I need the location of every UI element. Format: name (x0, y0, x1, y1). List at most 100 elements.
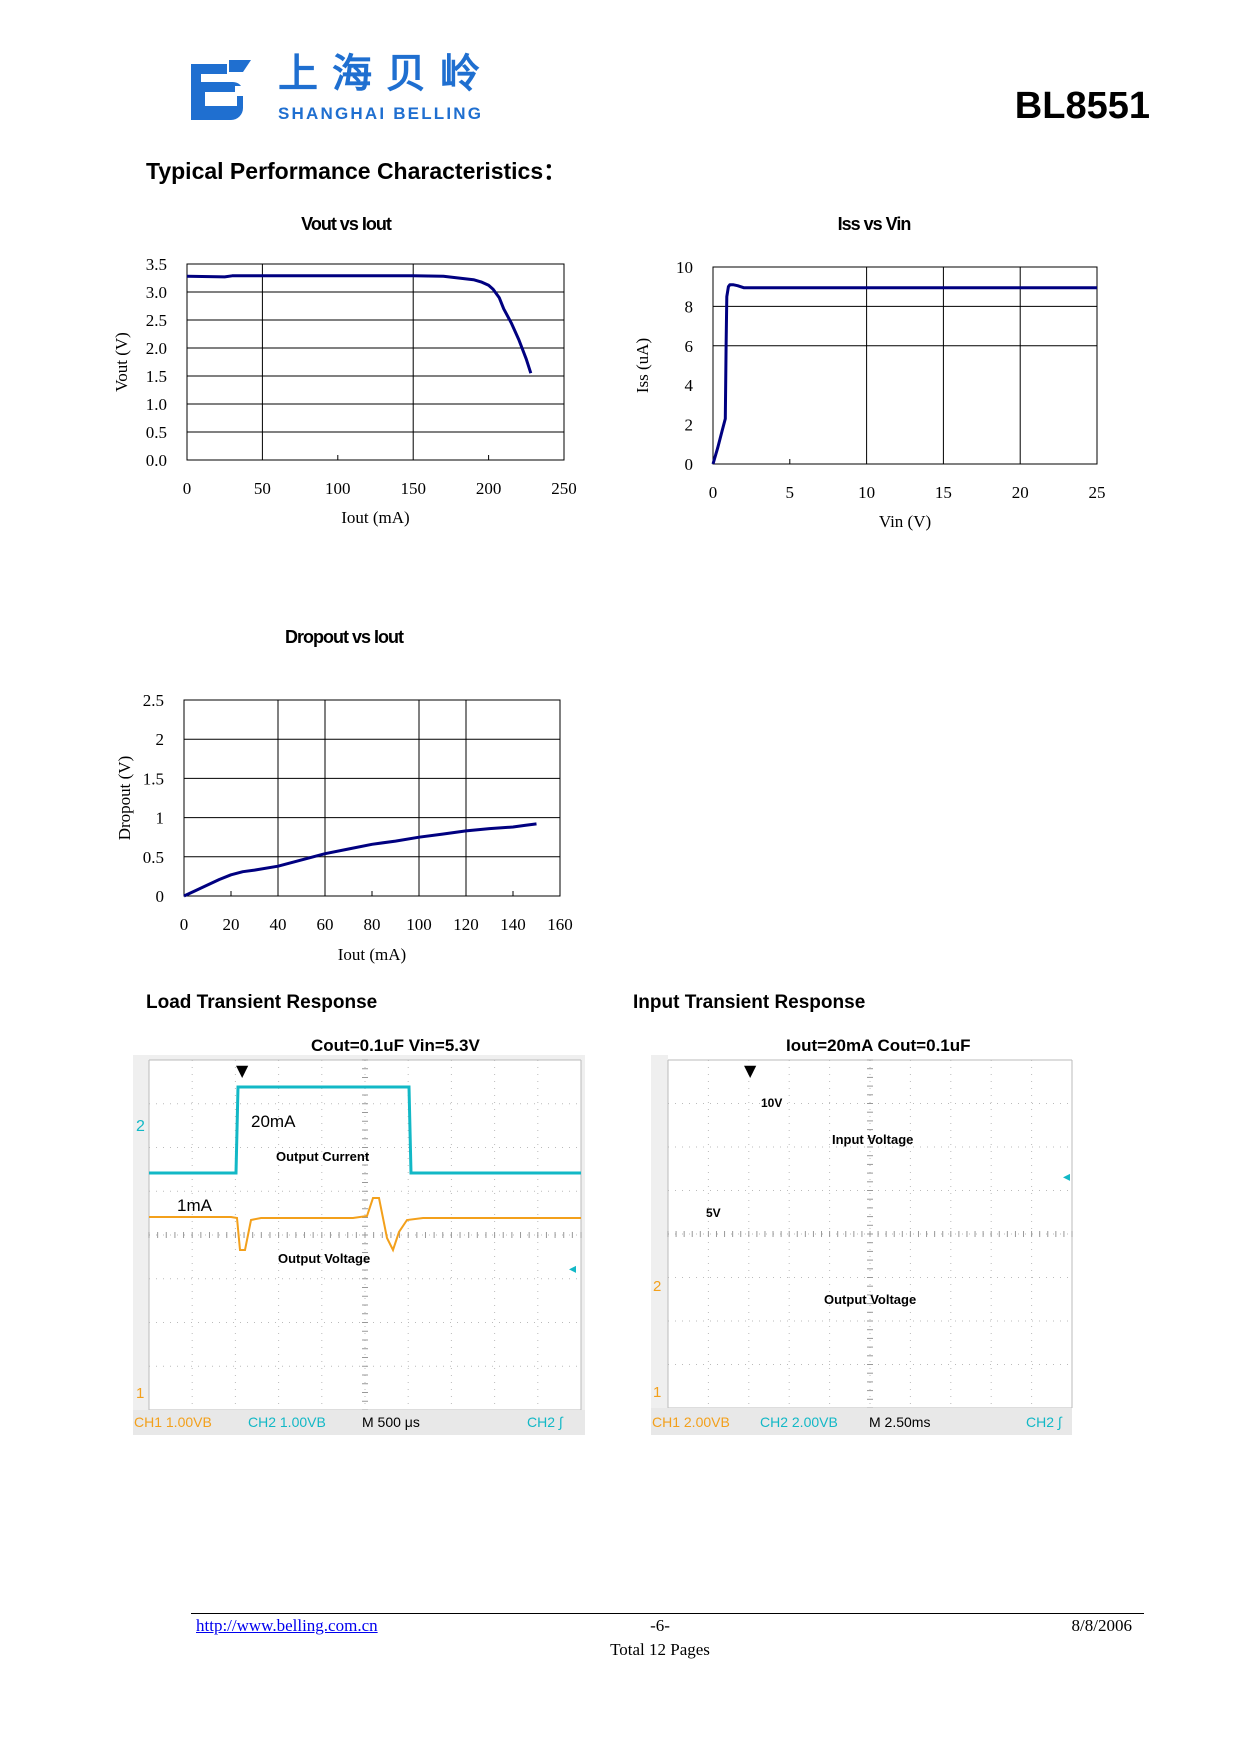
plot-area (183, 699, 561, 897)
y-tick-label: 0.5 (146, 423, 167, 442)
y-axis-label: Vout (V) (112, 332, 131, 392)
ch2-readout: CH2 1.00VB (248, 1414, 326, 1430)
load-transient-scope: ▼ ◂ (133, 1055, 585, 1435)
publish-date: 8/8/2006 (1071, 1616, 1132, 1635)
load-transient-title: Cout=0.1uF Vin=5.3V (311, 1036, 480, 1055)
x-axis-label: Vin (V) (879, 512, 931, 531)
load-transient-heading: Load Transient Response (146, 992, 378, 1013)
x-tick-label: 100 (406, 915, 432, 934)
input-transient-scope: ▼ ◂ (651, 1055, 1079, 1450)
input-low-label: 5V (706, 1206, 721, 1220)
plot-area (186, 263, 565, 461)
ch1-marker: 1 (653, 1384, 662, 1401)
ch2-marker: 2 (136, 1118, 145, 1135)
y-tick-label: 6 (685, 337, 694, 356)
x-tick-label: 40 (270, 915, 287, 934)
x-axis-label: Iout (mA) (338, 945, 406, 964)
ch1-readout: CH1 1.00VB (134, 1414, 212, 1430)
company-logo (185, 56, 263, 127)
x-tick-label: 20 (223, 915, 240, 934)
y-tick-label: 2.5 (143, 691, 164, 710)
scope-grid (148, 1059, 582, 1411)
footer-divider (191, 1613, 1144, 1614)
y-tick-label: 0 (685, 455, 694, 474)
timebase-readout: M 500 μs (362, 1414, 420, 1430)
ch2-marker: 2 (653, 1278, 662, 1295)
current-high-label: 20mA (251, 1112, 296, 1131)
x-tick-label: 10 (858, 483, 875, 502)
cursor-arrow-icon: ◂ (1063, 1169, 1070, 1185)
y-axis-label: Dropout (V) (115, 756, 134, 841)
trigger-marker-icon: ▼ (744, 1061, 757, 1080)
y-tick-label: 1.0 (146, 395, 167, 414)
current-low-label: 1mA (177, 1196, 212, 1215)
y-tick-label: 2.0 (146, 339, 167, 358)
y-tick-label: 1 (156, 809, 165, 828)
series-line (186, 274, 533, 374)
x-tick-label: 120 (453, 915, 479, 934)
series-line (183, 822, 537, 898)
output-current-label: Output Current (276, 1149, 370, 1164)
logo-chinese-name: 上海贝岭 (278, 51, 494, 97)
input-transient-heading: Input Transient Response (633, 992, 866, 1013)
x-tick-label: 20 (1012, 483, 1029, 502)
y-tick-label: 1.5 (146, 367, 167, 386)
y-tick-label: 2.5 (146, 311, 167, 330)
output-voltage-label: Output Voltage (278, 1251, 371, 1266)
x-tick-label: 80 (364, 915, 381, 934)
x-tick-label: 0 (180, 915, 189, 934)
y-tick-label: 2 (685, 416, 694, 435)
y-tick-label: 0 (156, 887, 165, 906)
plot-area (712, 266, 1098, 465)
logo-english-name: SHANGHAI BELLING (278, 104, 484, 123)
output-voltage-trace (149, 1197, 581, 1253)
x-tick-label: 150 (400, 479, 426, 498)
x-tick-label: 200 (476, 479, 502, 498)
x-tick-label: 100 (325, 479, 351, 498)
chart-dropout-vs-iout: Dropout vs Iout 0 20 40 60 80 100 120 140 160 0 0.5… (115, 627, 573, 964)
x-tick-label: 250 (551, 479, 577, 498)
x-axis-label: Iout (mA) (341, 508, 409, 527)
chart-vout-vs-iout: Vout vs Iout 0 50 100 150 200 250 0.0 0.5 1.0 1.5 2… (112, 214, 577, 527)
x-tick-label: 5 (786, 483, 795, 502)
chart-title: Vout vs Iout (301, 214, 392, 234)
total-pages: Total 12 Pages (610, 1640, 710, 1659)
y-tick-label: 4 (685, 376, 694, 395)
output-voltage-label: Output Voltage (824, 1292, 917, 1307)
y-tick-label: 3.5 (146, 255, 167, 274)
x-tick-label: 140 (500, 915, 526, 934)
x-tick-label: 160 (547, 915, 573, 934)
y-tick-label: 3.0 (146, 283, 167, 302)
timebase-readout: M 2.50ms (869, 1414, 931, 1430)
y-axis-label: Iss (uA) (633, 338, 652, 393)
x-tick-label: 15 (935, 483, 952, 502)
chart-title: Dropout vs Iout (285, 627, 404, 647)
cursor-arrow-icon: ◂ (569, 1261, 576, 1277)
y-tick-label: 10 (676, 258, 693, 277)
y-tick-label: 2 (156, 730, 165, 749)
y-tick-label: 0.0 (146, 451, 167, 470)
input-transient-title: Iout=20mA Cout=0.1uF (786, 1036, 971, 1055)
output-current-trace (149, 1085, 581, 1175)
y-tick-label: 1.5 (143, 769, 164, 788)
company-website-link[interactable]: http://www.belling.com.cn (196, 1616, 378, 1635)
page-number: -6- (650, 1616, 670, 1635)
y-tick-label: 8 (685, 297, 694, 316)
x-tick-label: 0 (709, 483, 718, 502)
y-tick-label: 0.5 (143, 848, 164, 867)
x-tick-label: 50 (254, 479, 271, 498)
ch1-marker: 1 (136, 1385, 145, 1402)
part-number: BL8551 (1014, 85, 1150, 127)
trigger-readout: CH2 ∫ (527, 1414, 563, 1430)
belling-logo-icon (191, 60, 259, 120)
input-high-label: 10V (761, 1096, 783, 1110)
section-title: Typical Performance Characteristics： (146, 158, 567, 184)
x-tick-label: 0 (183, 479, 192, 498)
x-tick-label: 60 (317, 915, 334, 934)
chart-title: Iss vs Vin (838, 214, 911, 234)
trigger-marker-icon: ▼ (236, 1061, 249, 1080)
x-tick-label: 25 (1089, 483, 1106, 502)
input-voltage-label: Input Voltage (832, 1132, 914, 1147)
series-line (711, 283, 1097, 465)
